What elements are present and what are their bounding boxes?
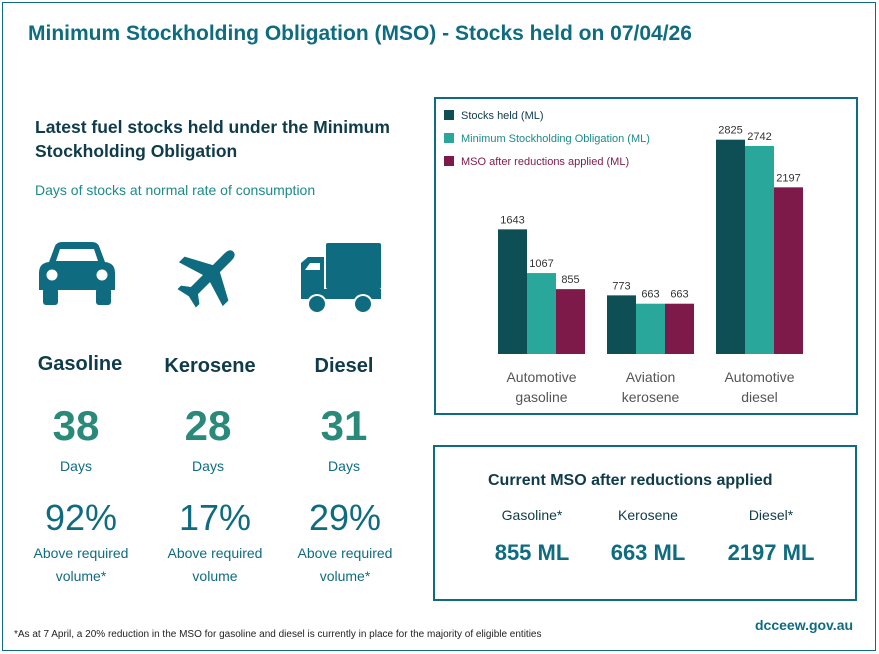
mso-kerosene-value: 663 ML: [610, 540, 686, 565]
page-title: Minimum Stockholding Obligation (MSO) - …: [28, 22, 692, 45]
bar-1-1: [636, 303, 665, 354]
kerosene-pct-label-2: volume: [192, 568, 238, 584]
chart-panel: [434, 97, 858, 415]
kerosene-name: Kerosene: [164, 355, 256, 377]
footnote: *As at 7 April, a 20% reduction in the M…: [14, 629, 542, 640]
data-label-0-0: 1643: [500, 214, 524, 226]
diesel-pct-label-2: volume*: [319, 568, 371, 584]
bar-0-1: [527, 273, 556, 354]
kerosene-pct-label-1: Above required: [167, 545, 263, 561]
category-label-2-2: diesel: [741, 389, 778, 405]
diesel-pct: 29%: [308, 497, 382, 538]
bar-0-2: [556, 289, 585, 354]
bar-1-0: [607, 295, 636, 354]
data-label-2-1: 2742: [747, 131, 771, 143]
mso-diesel-value: 2197 ML: [727, 540, 815, 565]
truck-icon: [301, 243, 381, 314]
legend-swatch-3: [444, 156, 454, 166]
mso-panel: [433, 445, 857, 601]
gasoline-days-label: Days: [60, 458, 92, 474]
mso-gasoline-value: 855 ML: [494, 540, 570, 565]
kerosene-pct: 17%: [178, 497, 252, 538]
section-subtitle: Days of stocks at normal rate of consump…: [35, 182, 316, 198]
data-label-0-1: 1067: [529, 258, 553, 270]
mso-kerosene-name: Kerosene: [618, 507, 678, 523]
category-label-0-1: Automotive: [506, 369, 576, 385]
gasoline-name: Gasoline: [37, 353, 123, 375]
airplane-icon: [177, 250, 235, 308]
site-link[interactable]: dcceew.gov.au: [755, 617, 854, 633]
diesel-pct-label-1: Above required: [297, 545, 393, 561]
category-label-0-2: gasoline: [515, 389, 567, 405]
bar-2-2: [774, 187, 803, 354]
bar-0-0: [498, 229, 527, 354]
legend-label-1: Stocks held (ML): [461, 110, 544, 122]
data-label-2-0: 2825: [718, 125, 742, 137]
section-title: Latest fuel stocks held under the Minimu…: [35, 117, 390, 161]
diesel-days-label: Days: [328, 458, 360, 474]
kerosene-days: 28: [184, 402, 232, 449]
bar-1-2: [665, 303, 694, 354]
data-label-1-1: 663: [641, 289, 659, 301]
data-label-0-2: 855: [561, 274, 579, 286]
gasoline-days: 38: [52, 402, 100, 449]
data-label-2-2: 2197: [776, 172, 800, 184]
diesel-name: Diesel: [314, 355, 374, 377]
category-label-1-2: kerosene: [622, 389, 680, 405]
data-label-1-0: 773: [612, 280, 630, 292]
gasoline-pct: 92%: [44, 497, 118, 538]
bar-2-1: [745, 145, 774, 354]
legend-swatch-1: [444, 110, 454, 120]
kerosene-days-label: Days: [192, 458, 224, 474]
category-label-2-1: Automotive: [724, 369, 794, 385]
legend-label-2: Minimum Stockholding Obligation (ML): [461, 133, 650, 145]
gasoline-pct-label-2: volume*: [55, 568, 107, 584]
data-label-1-2: 663: [670, 289, 688, 301]
gasoline-pct-label-1: Above required: [33, 545, 129, 561]
legend-label-3: MSO after reductions applied (ML): [461, 156, 629, 168]
legend-swatch-2: [444, 133, 454, 143]
mso-diesel-name: Diesel*: [748, 507, 794, 523]
car-icon: [39, 242, 115, 305]
diesel-days: 31: [320, 402, 368, 449]
category-label-1-1: Aviation: [626, 369, 676, 385]
mso-title: Current MSO after reductions applied: [488, 472, 773, 489]
mso-gasoline-name: Gasoline*: [501, 507, 563, 523]
bar-2-0: [716, 139, 745, 354]
